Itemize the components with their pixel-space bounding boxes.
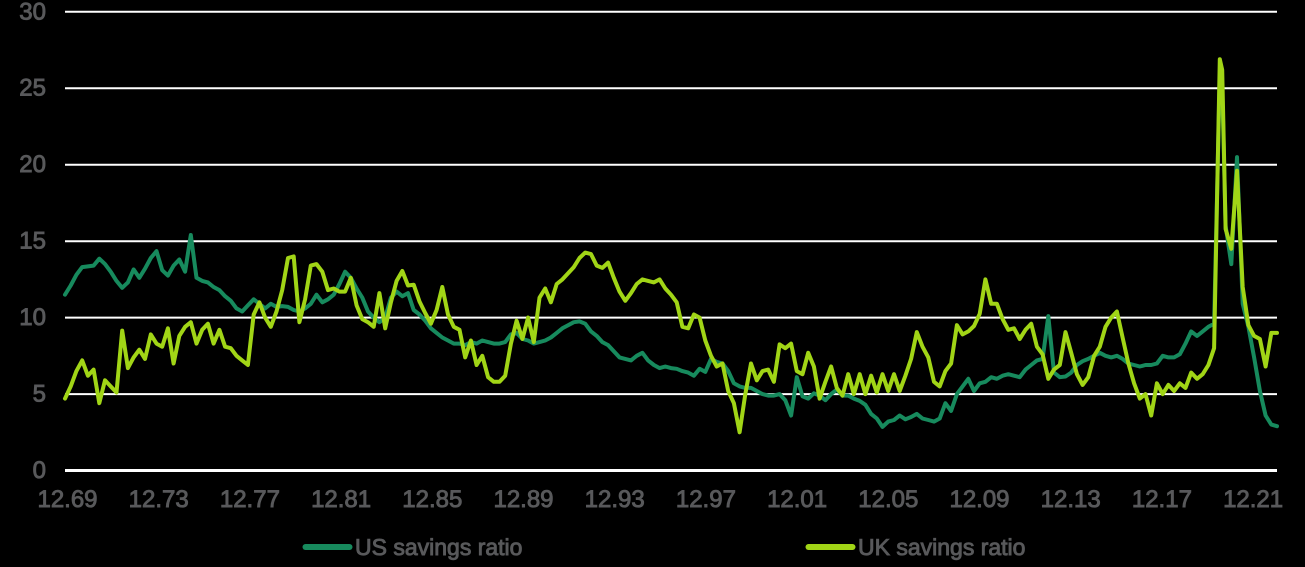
svg-text:12.69: 12.69 <box>37 486 97 513</box>
svg-text:US savings ratio: US savings ratio <box>355 534 522 560</box>
svg-text:12.01: 12.01 <box>767 486 827 513</box>
svg-text:5: 5 <box>33 381 46 408</box>
svg-text:12.21: 12.21 <box>1223 486 1283 513</box>
svg-text:UK savings ratio: UK savings ratio <box>858 534 1025 560</box>
svg-text:12.73: 12.73 <box>129 486 189 513</box>
svg-text:12.77: 12.77 <box>220 486 280 513</box>
svg-text:12.05: 12.05 <box>858 486 918 513</box>
svg-text:12.93: 12.93 <box>585 486 645 513</box>
svg-text:12.85: 12.85 <box>402 486 462 513</box>
svg-text:30: 30 <box>19 0 46 25</box>
svg-text:25: 25 <box>19 75 46 102</box>
svg-text:20: 20 <box>19 151 46 178</box>
svg-text:12.89: 12.89 <box>493 486 553 513</box>
svg-text:12.81: 12.81 <box>311 486 371 513</box>
svg-text:12.13: 12.13 <box>1041 486 1101 513</box>
svg-text:15: 15 <box>19 228 46 255</box>
svg-text:12.17: 12.17 <box>1132 486 1192 513</box>
svg-text:10: 10 <box>19 304 46 331</box>
svg-text:12.09: 12.09 <box>949 486 1009 513</box>
svg-text:12.97: 12.97 <box>676 486 736 513</box>
svg-text:0: 0 <box>33 457 46 484</box>
